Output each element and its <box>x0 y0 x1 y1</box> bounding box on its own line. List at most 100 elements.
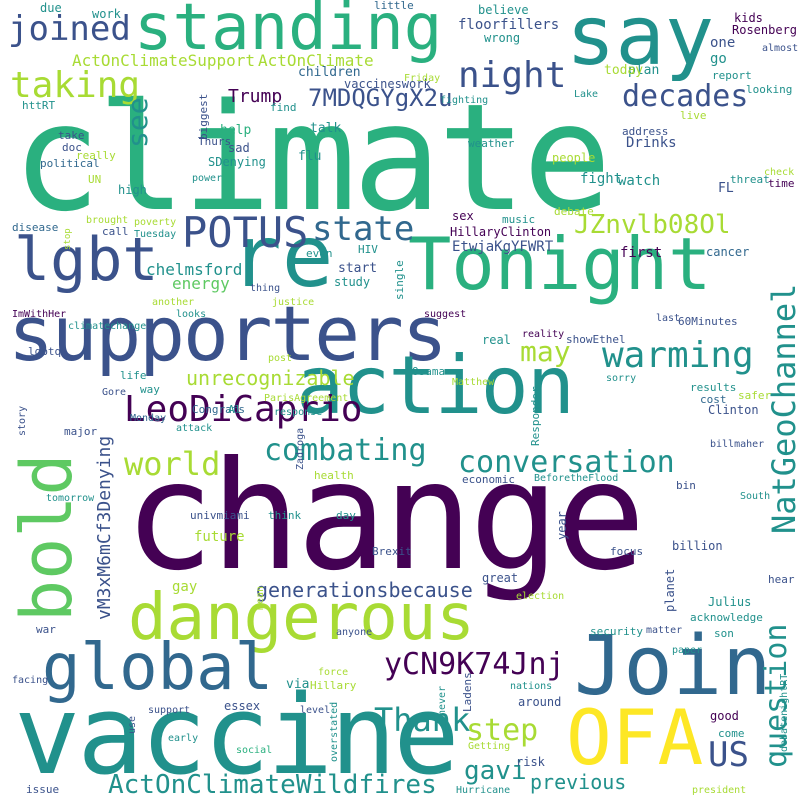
word: war <box>36 623 56 636</box>
word: mean <box>255 585 266 610</box>
word: weather <box>468 137 515 150</box>
word: taking <box>10 65 141 106</box>
word: global <box>42 631 274 705</box>
word: step <box>466 713 539 748</box>
word: threat <box>730 173 770 186</box>
word: Gore <box>102 387 127 398</box>
word: may <box>520 335 571 368</box>
word: overstated <box>329 701 340 762</box>
word: check <box>764 167 795 178</box>
word: debatenightRT <box>779 673 790 752</box>
word: LeoDiCaprio <box>124 389 363 430</box>
word: force <box>318 667 349 678</box>
word: president <box>692 785 747 796</box>
word: level <box>300 705 331 716</box>
word: Matthew <box>452 377 495 388</box>
word: Rosenberg <box>732 23 798 37</box>
word: NatGeoChannel <box>765 283 800 534</box>
word: decades <box>622 79 749 114</box>
word: Thurs <box>198 135 232 148</box>
word: security <box>590 625 643 638</box>
word: fighting <box>440 95 489 106</box>
word: early <box>168 733 199 744</box>
word: story <box>17 405 28 436</box>
word: world <box>124 445 221 483</box>
word: Tonight <box>408 222 712 306</box>
word: billion <box>672 539 723 553</box>
word: major <box>64 425 98 438</box>
word: fight <box>580 171 623 187</box>
word: talk <box>310 121 342 136</box>
word: essex <box>224 699 261 713</box>
word: health <box>314 469 354 482</box>
word: lgbt <box>14 225 159 295</box>
word: say <box>566 0 715 84</box>
word: results <box>690 381 737 394</box>
word: generationsbecause <box>256 578 473 602</box>
word: flu <box>298 149 322 164</box>
word: HIV <box>358 243 378 256</box>
word: around <box>518 695 562 709</box>
word: today <box>604 63 644 78</box>
word: supporters <box>8 289 448 378</box>
word: BeforetheFlood <box>534 473 619 484</box>
word: matter <box>646 625 683 636</box>
word: reality <box>522 329 565 340</box>
word: social <box>236 745 273 756</box>
word: Drinks <box>626 135 677 151</box>
word: safer <box>738 389 772 402</box>
word: Ladens <box>461 672 474 712</box>
word: energy <box>172 274 230 293</box>
word: Congrats <box>192 403 245 416</box>
word: bold <box>6 453 88 622</box>
word: single <box>393 260 406 300</box>
word: lgbtq <box>28 345 62 358</box>
word: Friday <box>404 73 441 84</box>
word: stop <box>63 228 73 250</box>
word: paper <box>672 645 703 656</box>
word: risk <box>516 755 545 769</box>
word: 7MDQGYgX2u <box>308 84 453 112</box>
word: warming <box>602 335 754 376</box>
word: Hurricane <box>456 785 511 796</box>
word: find <box>270 101 297 114</box>
word: showEthel <box>566 333 626 346</box>
word: POTUS <box>182 208 309 257</box>
word: little <box>374 0 414 12</box>
word: help <box>220 123 252 138</box>
word: anyone <box>336 627 373 638</box>
word: SDenying <box>208 155 266 169</box>
word: gavi <box>464 756 527 786</box>
word: EtwjaKgYFWRT <box>452 239 554 255</box>
word: ActOnClimateSupport <box>72 51 256 70</box>
word: sad <box>228 141 250 155</box>
word: planet <box>663 568 677 612</box>
word: Thank <box>374 701 471 739</box>
word: FL <box>718 181 734 196</box>
word: go <box>710 51 727 67</box>
word: facing <box>12 675 49 686</box>
word: poverty <box>134 217 177 228</box>
word: take <box>58 129 85 142</box>
word: state <box>312 209 415 249</box>
word: call <box>102 225 129 238</box>
word: political <box>40 157 100 170</box>
word: vM3xM6mCf3Denying <box>94 435 115 620</box>
word: way <box>140 383 160 396</box>
word: response <box>274 407 323 418</box>
word: election <box>516 591 565 602</box>
word: biggest <box>197 93 210 140</box>
word: via <box>286 677 310 692</box>
word: Lake <box>574 89 599 100</box>
word: future <box>194 529 245 545</box>
word: watch <box>618 173 661 189</box>
word: Julius <box>708 595 752 609</box>
word: thing <box>250 283 281 294</box>
word: action <box>296 339 575 432</box>
word: think <box>268 509 302 522</box>
word: billmaher <box>710 439 765 450</box>
word: looking <box>746 83 793 96</box>
word: work <box>92 7 121 21</box>
word: support <box>148 705 191 716</box>
word: Al <box>228 403 242 416</box>
